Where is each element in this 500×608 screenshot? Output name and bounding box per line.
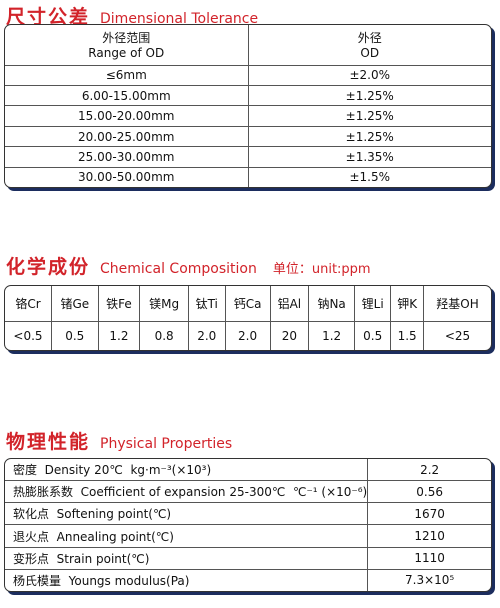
cell: 变形点 Strain point(℃) (5, 546, 369, 570)
cell: 密度 Density 20℃ kg·m⁻³(×10³) (5, 459, 369, 482)
title-en: Physical Properties (100, 436, 233, 452)
header-text: 外径 (357, 31, 382, 46)
section-title: 化学成份 Chemical Composition 单位：unit:ppm (6, 252, 371, 279)
header-row: 铬Cr 锗Ge 铁Fe 镁Mg 钛Ti 钙Ca 铝Al 钠Na 锂Li 钾K 羟基OH (5, 286, 491, 322)
row: 30.00-50.00mm ±1.5% (5, 166, 491, 187)
cell: ≤6mm (5, 64, 249, 86)
row: 杨氏模量 Youngs modulus(Pa) 7.3×10⁵ (5, 568, 491, 591)
title-cn: 尺寸公差 (6, 6, 91, 28)
header-cell: 外径 OD (247, 25, 491, 66)
header-cell: 外径范围 Range of OD (5, 25, 249, 66)
row: 20.00-25.00mm ±1.25% (5, 125, 491, 148)
cell: 15.00-20.00mm (5, 105, 249, 127)
cell: ±1.25% (247, 125, 491, 148)
cell: 30.00-50.00mm (5, 166, 249, 187)
row: 15.00-20.00mm ±1.25% (5, 105, 491, 127)
cell: 1110 (367, 546, 491, 570)
value-row: <0.5 0.5 1.2 0.8 2.0 2.0 20 1.2 0.5 1.5 <25 (5, 320, 491, 350)
table: 密度 Density 20℃ kg·m⁻³(×10³) 2.2 热膨胀系数 Coef… (5, 459, 491, 591)
cell: 0.5 (51, 320, 99, 350)
section-title: 物理性能 Physical Properties (6, 427, 232, 454)
cell: ±1.35% (247, 146, 491, 168)
unit: 单位：unit:ppm (272, 262, 371, 277)
header-cell: 铝Al (269, 286, 310, 322)
cell: 0.56 (367, 480, 491, 504)
table-box: 铬Cr 锗Ge 铁Fe 镁Mg 钛Ti 钙Ca 铝Al 钠Na 锂Li 钾K 羟基OH <0.5 0.5… (4, 285, 492, 351)
cell: 1670 (367, 502, 491, 526)
row: 密度 Density 20℃ kg·m⁻³(×10³) 2.2 (5, 459, 491, 482)
table-box: 密度 Density 20℃ kg·m⁻³(×10³) 2.2 热膨胀系数 Coef… (4, 458, 492, 592)
header-text: 外径范围 (102, 31, 151, 46)
title-en: Dimensional Tolerance (100, 11, 259, 27)
header-cell: 钛Ti (187, 286, 226, 322)
cell: ±1.5% (247, 166, 491, 187)
cell: 6.00-15.00mm (5, 84, 249, 107)
header-cell: 钾K (390, 286, 424, 322)
row: 25.00-30.00mm ±1.35% (5, 146, 491, 168)
cell: 0.5 (354, 320, 392, 350)
cell: 热膨胀系数 Coefficient of expansion 25-300℃ ℃… (5, 480, 369, 504)
cell: 2.2 (367, 459, 491, 482)
title-cn: 物理性能 (6, 431, 91, 453)
table-box: 外径范围 Range of OD 外径 OD ≤6mm ±2.0% 6.00-15.00mm… (4, 24, 492, 188)
header-text: Range of OD (88, 46, 165, 61)
cell: 20.00-25.00mm (5, 125, 249, 148)
cell: 25.00-30.00mm (5, 146, 249, 168)
table: 外径范围 Range of OD 外径 OD ≤6mm ±2.0% 6.00-15.00mm… (5, 25, 491, 187)
row: 软化点 Softening point(℃) 1670 (5, 502, 491, 526)
row: 热膨胀系数 Coefficient of expansion 25-300℃ ℃… (5, 480, 491, 504)
header-cell: 铁Fe (97, 286, 141, 322)
header-row: 外径范围 Range of OD 外径 OD (5, 25, 491, 66)
cell: 2.0 (224, 320, 271, 350)
cell: ±1.25% (247, 84, 491, 107)
cell: 7.3×10⁵ (367, 568, 491, 591)
row: 6.00-15.00mm ±1.25% (5, 84, 491, 107)
cell: 1.2 (308, 320, 356, 350)
cell: 2.0 (187, 320, 226, 350)
header-cell: 钠Na (308, 286, 356, 322)
cell: ±1.25% (247, 105, 491, 127)
cell: 杨氏模量 Youngs modulus(Pa) (5, 568, 369, 591)
cell: 退火点 Annealing point(℃) (5, 524, 369, 548)
row: 变形点 Strain point(℃) 1110 (5, 546, 491, 570)
cell: 1.2 (97, 320, 141, 350)
header-cell: 锗Ge (51, 286, 99, 322)
section-title: 尺寸公差 Dimensional Tolerance (6, 2, 258, 29)
header-cell: 铬Cr (5, 286, 52, 322)
cell: <0.5 (5, 320, 52, 350)
cell: 1.5 (390, 320, 424, 350)
cell: 1210 (367, 524, 491, 548)
cell: ±2.0% (247, 64, 491, 86)
cell: <25 (423, 320, 491, 350)
header-cell: 钙Ca (224, 286, 271, 322)
title-cn: 化学成份 (6, 256, 91, 278)
table: 铬Cr 锗Ge 铁Fe 镁Mg 钛Ti 钙Ca 铝Al 钠Na 锂Li 钾K 羟基OH <0.5 0.5… (5, 286, 491, 350)
header-cell: 锂Li (354, 286, 392, 322)
cell: 0.8 (139, 320, 189, 350)
header-cell: 镁Mg (139, 286, 189, 322)
cell: 软化点 Softening point(℃) (5, 502, 369, 526)
title-en: Chemical Composition (100, 261, 257, 277)
header-cell: 羟基OH (423, 286, 491, 322)
header-text: OD (360, 46, 380, 61)
row: 退火点 Annealing point(℃) 1210 (5, 524, 491, 548)
row: ≤6mm ±2.0% (5, 64, 491, 86)
cell: 20 (269, 320, 310, 350)
